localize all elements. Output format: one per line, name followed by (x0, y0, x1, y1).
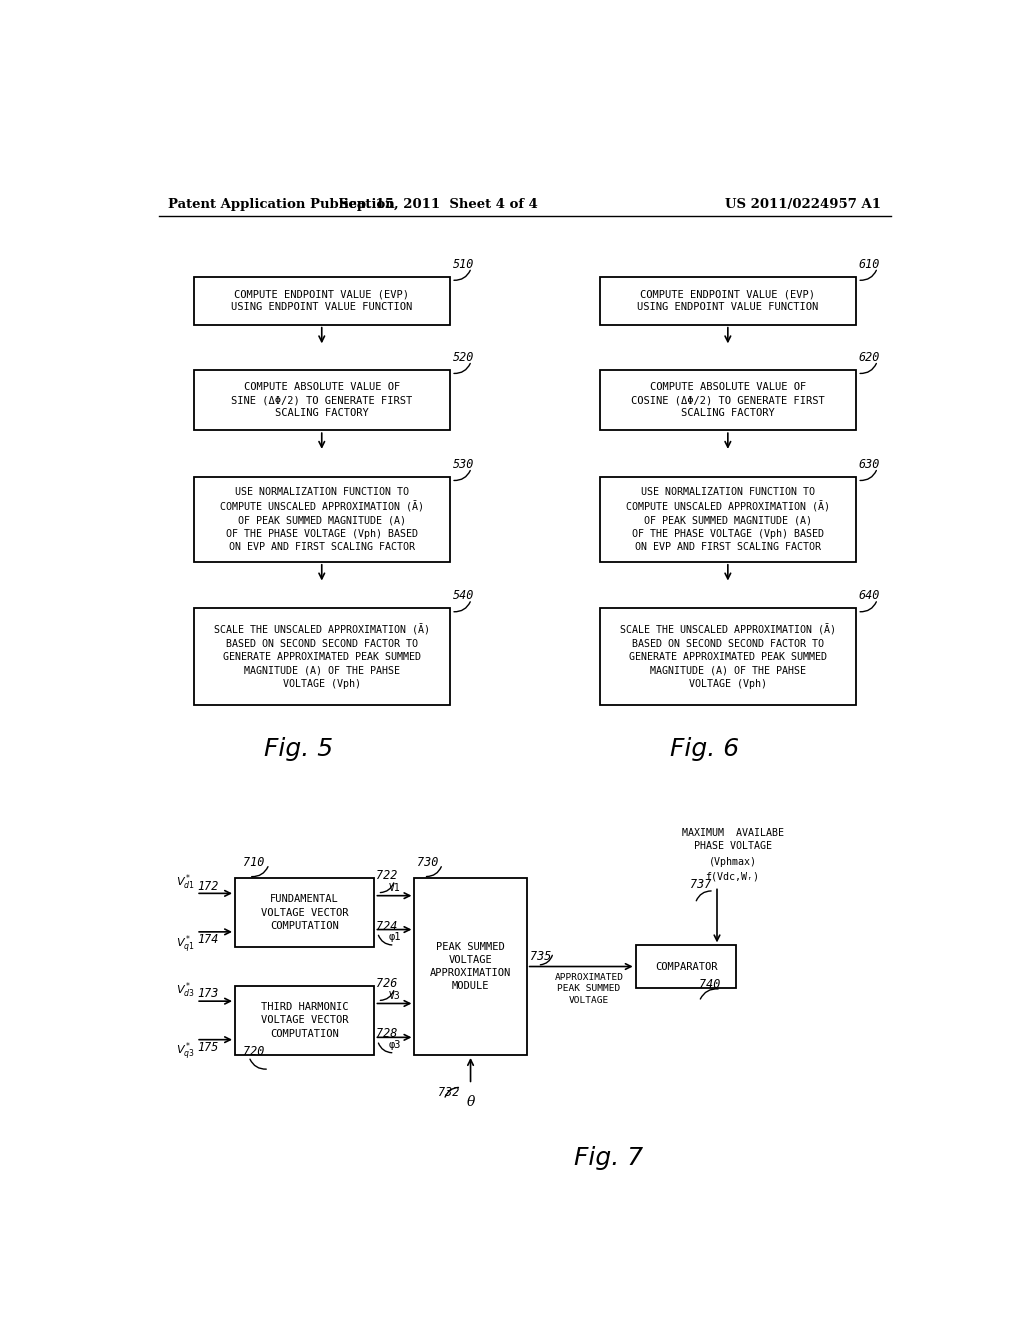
Text: θ: θ (466, 1096, 475, 1109)
Text: 720: 720 (243, 1045, 264, 1059)
Bar (234, 986, 375, 1055)
Bar (194, 478, 450, 562)
Text: $V^*_{d1}$: $V^*_{d1}$ (176, 873, 195, 892)
Text: COMPUTE ABSOLUTE VALUE OF
COSINE (ΔΦ/2) TO GENERATE FIRST
SCALING FACTORY: COMPUTE ABSOLUTE VALUE OF COSINE (ΔΦ/2) … (631, 381, 824, 418)
Text: PEAK SUMMED
VOLTAGE
APPROXIMATION
MODULE: PEAK SUMMED VOLTAGE APPROXIMATION MODULE (430, 941, 511, 991)
Text: 510: 510 (453, 257, 474, 271)
Text: 732: 732 (438, 1086, 460, 1098)
Text: SCALE THE UNSCALED APPROXIMATION (Ā)
BASED ON SECOND SECOND FACTOR TO
GENERATE A: SCALE THE UNSCALED APPROXIMATION (Ā) BAS… (620, 624, 836, 689)
Bar (415, 878, 526, 1055)
Text: φ1: φ1 (388, 932, 400, 942)
Bar (600, 277, 856, 325)
Text: Fig. 7: Fig. 7 (573, 1146, 643, 1170)
Text: 173: 173 (198, 987, 219, 1001)
Text: 724: 724 (376, 920, 397, 933)
Text: 520: 520 (453, 351, 474, 364)
Text: 640: 640 (859, 589, 881, 602)
Bar (194, 370, 450, 430)
Bar (234, 878, 375, 948)
Text: φ3: φ3 (388, 1040, 400, 1049)
Bar (194, 609, 450, 705)
Bar (636, 945, 736, 987)
Text: Fig. 6: Fig. 6 (670, 737, 739, 762)
Bar (600, 609, 856, 705)
Bar (194, 277, 450, 325)
Text: COMPUTE ABSOLUTE VALUE OF
SINE (ΔΦ/2) TO GENERATE FIRST
SCALING FACTORY: COMPUTE ABSOLUTE VALUE OF SINE (ΔΦ/2) TO… (231, 381, 413, 418)
Text: V3: V3 (388, 991, 400, 1001)
Text: 630: 630 (859, 458, 881, 471)
Text: USE NORMALIZATION FUNCTION TO
COMPUTE UNSCALED APPROXIMATION (Ā)
OF PEAK SUMMED : USE NORMALIZATION FUNCTION TO COMPUTE UN… (220, 487, 424, 552)
Text: Patent Application Publication: Patent Application Publication (168, 198, 395, 211)
Text: 174: 174 (198, 933, 219, 946)
Text: THIRD HARMONIC
VOLTAGE VECTOR
COMPUTATION: THIRD HARMONIC VOLTAGE VECTOR COMPUTATIO… (261, 1002, 348, 1039)
Text: 710: 710 (243, 855, 264, 869)
Text: 172: 172 (198, 879, 219, 892)
Text: 722: 722 (376, 869, 397, 882)
Text: COMPUTE ENDPOINT VALUE (EVP)
USING ENDPOINT VALUE FUNCTION: COMPUTE ENDPOINT VALUE (EVP) USING ENDPO… (231, 289, 413, 313)
Text: $V^*_{q1}$: $V^*_{q1}$ (176, 933, 195, 956)
Text: (Vphmax): (Vphmax) (709, 857, 757, 867)
Text: USE NORMALIZATION FUNCTION TO
COMPUTE UNSCALED APPROXIMATION (Ā)
OF PEAK SUMMED : USE NORMALIZATION FUNCTION TO COMPUTE UN… (626, 487, 829, 552)
Text: 620: 620 (859, 351, 881, 364)
Text: Sep. 15, 2011  Sheet 4 of 4: Sep. 15, 2011 Sheet 4 of 4 (339, 198, 538, 211)
Text: 175: 175 (198, 1041, 219, 1055)
Bar (600, 478, 856, 562)
Text: 530: 530 (453, 458, 474, 471)
Text: 540: 540 (453, 589, 474, 602)
Bar (600, 370, 856, 430)
Text: COMPUTE ENDPOINT VALUE (EVP)
USING ENDPOINT VALUE FUNCTION: COMPUTE ENDPOINT VALUE (EVP) USING ENDPO… (637, 289, 818, 313)
Text: APPROXIMATED
PEAK SUMMED
VOLTAGE: APPROXIMATED PEAK SUMMED VOLTAGE (554, 973, 624, 1006)
Text: $V^*_{d3}$: $V^*_{d3}$ (176, 979, 195, 999)
Text: 726: 726 (376, 977, 397, 990)
Text: SCALE THE UNSCALED APPROXIMATION (Ā)
BASED ON SECOND SECOND FACTOR TO
GENERATE A: SCALE THE UNSCALED APPROXIMATION (Ā) BAS… (214, 624, 430, 689)
Text: 735: 735 (529, 950, 551, 964)
Text: 730: 730 (418, 855, 439, 869)
Text: MAXIMUM  AVAILABE
PHASE VOLTAGE: MAXIMUM AVAILABE PHASE VOLTAGE (682, 828, 783, 851)
Text: COMPARATOR: COMPARATOR (654, 961, 717, 972)
Text: 737: 737 (690, 878, 712, 891)
Text: 610: 610 (859, 257, 881, 271)
Text: FUNDAMENTAL
VOLTAGE VECTOR
COMPUTATION: FUNDAMENTAL VOLTAGE VECTOR COMPUTATION (261, 895, 348, 931)
Text: f(Vdc,Wᵣ): f(Vdc,Wᵣ) (706, 871, 760, 880)
Text: V1: V1 (388, 883, 400, 894)
Text: Fig. 5: Fig. 5 (264, 737, 333, 762)
Text: 728: 728 (376, 1027, 397, 1040)
Text: US 2011/0224957 A1: US 2011/0224957 A1 (725, 198, 882, 211)
Text: 740: 740 (699, 978, 721, 991)
Text: $V^*_{q3}$: $V^*_{q3}$ (176, 1041, 195, 1064)
